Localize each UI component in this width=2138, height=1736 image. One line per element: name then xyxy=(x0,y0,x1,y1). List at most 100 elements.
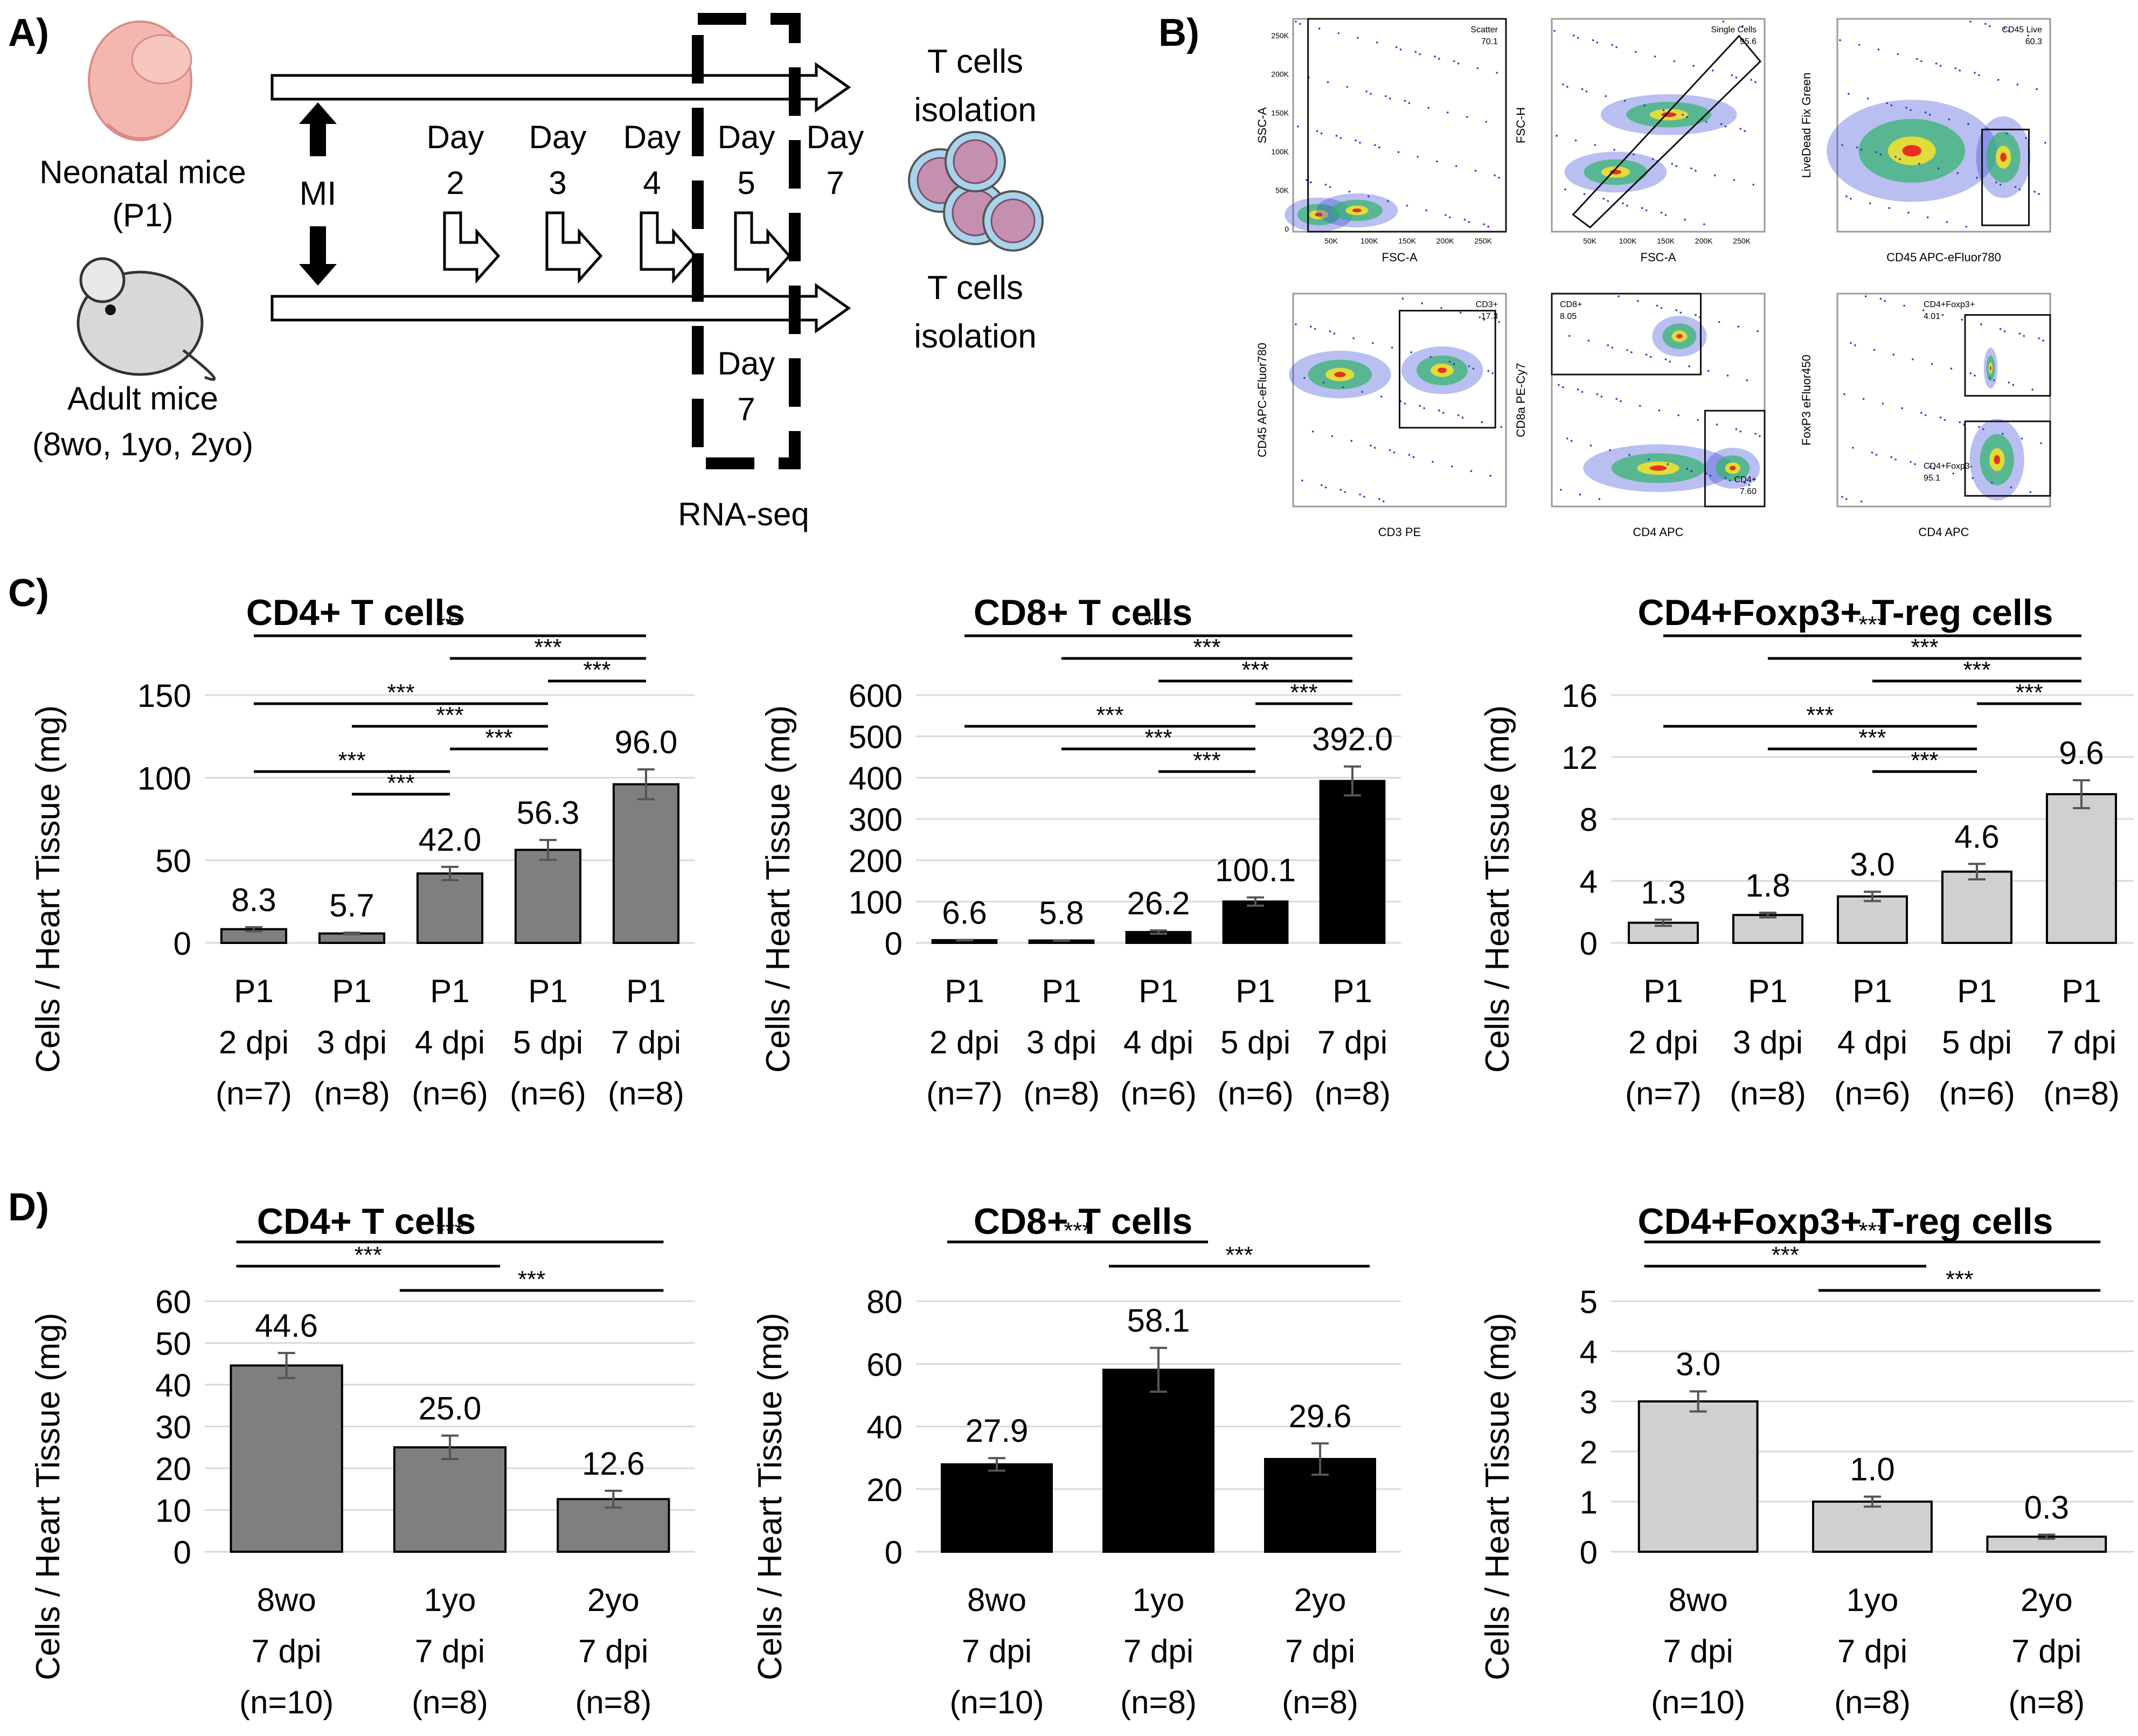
event-dot xyxy=(1882,402,1884,405)
y-axis-label: Cells / Heart Tissue (mg) xyxy=(30,705,67,1073)
event-dot xyxy=(1884,300,1886,302)
significance-marker: *** xyxy=(1858,1218,1886,1244)
event-dot xyxy=(1737,325,1740,328)
y-tick-label: 12 xyxy=(1561,740,1598,776)
category-label: 5 dpi xyxy=(1220,1024,1290,1060)
category-label: P1 xyxy=(1852,973,1892,1009)
event-dot xyxy=(1959,421,1961,423)
event-dot xyxy=(1438,409,1440,412)
event-dot xyxy=(1695,314,1697,316)
event-dot xyxy=(1337,32,1340,34)
value-label: 9.6 xyxy=(2059,735,2104,771)
event-dot xyxy=(1984,23,1987,25)
event-dot xyxy=(1871,452,1873,454)
event-dot xyxy=(1675,165,1678,168)
flow-x-tick: 100K xyxy=(1360,237,1378,245)
bar xyxy=(514,849,582,945)
value-label: 1.3 xyxy=(1641,874,1685,911)
y-tick-label: 150 xyxy=(137,678,191,714)
category-label: 7 dpi xyxy=(578,1633,648,1669)
event-dot xyxy=(1890,104,1893,107)
event-dot xyxy=(1613,149,1615,151)
value-label: 42.0 xyxy=(419,822,482,858)
event-dot xyxy=(1562,386,1564,388)
category-label: 4 dpi xyxy=(1837,1024,1907,1060)
category-label: 7 dpi xyxy=(611,1024,681,1060)
event-dot xyxy=(1695,170,1697,172)
density-peak xyxy=(1989,365,1991,371)
event-dot xyxy=(1594,144,1596,147)
event-dot xyxy=(1380,395,1383,398)
flow-x-label: CD45 APC-eFluor780 xyxy=(1886,251,2001,264)
category-label: 4 dpi xyxy=(1123,1024,1193,1060)
event-dot xyxy=(1974,374,1976,377)
event-dot xyxy=(1651,158,1654,161)
category-label: P1 xyxy=(1643,973,1683,1009)
event-dot xyxy=(1918,163,1920,165)
event-dot xyxy=(1976,177,1978,179)
panel-label-d: D) xyxy=(8,1186,49,1229)
event-dot xyxy=(1404,100,1406,102)
adult-mice-label: Adult mice xyxy=(67,380,218,416)
category-label: 2 dpi xyxy=(219,1024,289,1060)
gate2-value: 7.60 xyxy=(1740,487,1757,496)
event-dot xyxy=(1455,165,1457,168)
event-dot xyxy=(1735,77,1738,79)
event-dot xyxy=(1483,223,1486,226)
event-dot xyxy=(1733,179,1736,181)
category-label: 3 dpi xyxy=(1733,1024,1803,1060)
event-dot xyxy=(1425,209,1427,212)
event-dot xyxy=(1662,109,1665,112)
event-dot xyxy=(1720,123,1723,126)
event-dot xyxy=(1656,304,1658,307)
event-dot xyxy=(1361,391,1363,393)
gate-outline xyxy=(1399,310,1496,429)
event-dot xyxy=(1322,381,1325,384)
event-dot xyxy=(1636,300,1639,302)
event-dot xyxy=(1474,170,1477,172)
event-dot xyxy=(1705,121,1707,123)
event-dot xyxy=(1873,349,1876,351)
category-label: 5 dpi xyxy=(1942,1024,2012,1060)
event-dot xyxy=(1316,130,1318,133)
significance-marker: *** xyxy=(518,1266,545,1293)
value-label: 44.6 xyxy=(255,1308,318,1344)
event-dot xyxy=(1850,197,1852,200)
chart-title: CD4+ T cells xyxy=(257,1201,476,1242)
category-label: 1yo xyxy=(424,1582,476,1618)
value-label: 26.2 xyxy=(1127,885,1190,921)
event-dot xyxy=(1995,181,1997,184)
event-dot xyxy=(1910,109,1912,112)
event-dot xyxy=(1692,65,1695,67)
category-label: (n=8) xyxy=(314,1075,390,1112)
significance-marker: *** xyxy=(1911,747,1938,774)
category-label: 7 dpi xyxy=(2011,1633,2081,1669)
event-dot xyxy=(1716,423,1718,426)
day-word: Day xyxy=(807,119,864,155)
event-dot xyxy=(1901,407,1903,409)
event-dot xyxy=(1374,144,1376,147)
event-dot xyxy=(1974,72,1976,74)
significance-marker: *** xyxy=(485,725,512,751)
event-dot xyxy=(1306,179,1308,181)
flow-y-tick: 100K xyxy=(1271,147,1289,156)
event-dot xyxy=(1858,44,1861,46)
event-dot xyxy=(2008,30,2010,32)
event-dot xyxy=(1583,193,1586,195)
event-dot xyxy=(1920,60,1922,63)
day-number: 4 xyxy=(643,165,661,201)
event-dot xyxy=(1355,139,1357,142)
flow-x-tick: 250K xyxy=(1474,237,1492,245)
event-dot xyxy=(1862,398,1865,400)
flow-y-label: FSC-H xyxy=(1514,107,1528,143)
y-tick-label: 400 xyxy=(849,760,903,796)
category-label: P1 xyxy=(1235,973,1275,1009)
significance-marker: *** xyxy=(436,702,463,728)
y-tick-label: 300 xyxy=(849,802,903,838)
event-dot xyxy=(1671,163,1674,165)
density-peak xyxy=(1994,455,2000,464)
category-label: 2yo xyxy=(1294,1582,1346,1618)
event-dot xyxy=(1376,41,1378,44)
event-dot xyxy=(1941,314,1944,316)
event-dot xyxy=(1615,46,1618,48)
